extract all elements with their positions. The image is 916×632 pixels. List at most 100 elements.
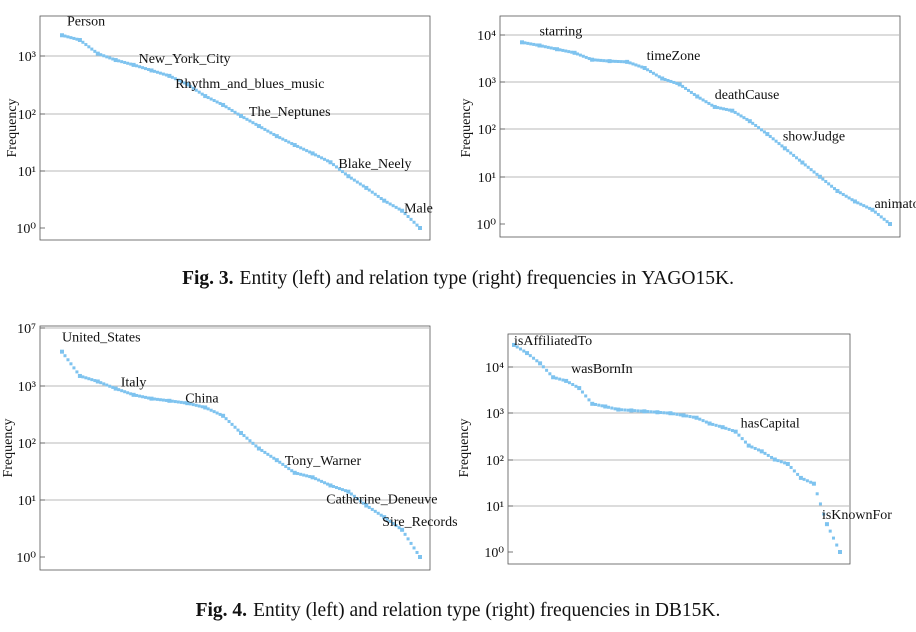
data-point [545,368,549,372]
data-points [512,342,842,554]
gridlines [500,34,900,225]
data-point [651,71,655,75]
data-point [111,57,115,61]
data-point [786,149,790,153]
data-point [522,349,526,353]
data-point [584,55,588,59]
data-point [266,129,270,133]
data-point [272,132,276,136]
data-point [540,44,544,48]
y-tick-label: 10⁷ [17,322,36,337]
data-point [349,176,353,180]
data-point [310,475,315,480]
y-tick-label: 10² [18,437,36,452]
data-point [131,62,136,67]
data-point [710,103,714,107]
data-point [564,49,568,53]
data-point [719,106,723,110]
data-point [685,414,689,418]
data-point [233,110,237,114]
data-point [681,413,686,418]
data-point [194,88,198,92]
data-point [358,182,362,186]
y-tick-label: 10¹ [18,165,36,180]
data-point [394,205,398,209]
data-point [120,389,124,393]
data-point [239,430,243,435]
data-point [323,481,327,485]
data-point [724,426,728,430]
data-point [108,384,112,388]
data-point [529,42,533,46]
data-point [581,54,585,58]
data-point [805,479,809,483]
data-point [320,156,324,160]
data-point [123,60,127,64]
data-point [711,422,715,426]
data-point [256,446,261,451]
y-axis-label: Frequency [457,418,472,477]
y-tick-label: 10² [486,454,504,469]
dataset-name: YAGO15K [641,268,730,289]
figure-3-caption: Fig. 3. Entity (left) and relation type (… [0,268,916,290]
y-tick-labels: 10⁰ 10¹ 10² 10³ 10⁴ [476,29,496,233]
data-point [626,408,630,412]
data-point [218,101,222,105]
data-point [714,423,718,427]
caption-end: . [729,268,734,289]
annotations: United_States Italy China Tony_Warner Cather… [62,331,458,530]
data-point [833,187,837,191]
data-point [364,503,369,508]
data-point [281,462,285,466]
data-point [806,165,810,169]
y-tick-label: 10⁴ [485,361,504,376]
data-point [835,188,840,193]
data-point [525,351,530,356]
data-point [600,404,604,408]
data-point [93,379,97,383]
data-point [323,157,327,161]
data-point [596,58,600,62]
data-point [742,116,746,120]
data-point [785,461,790,466]
figure-label: Fig. 3. [182,268,234,289]
data-point [75,37,79,41]
data-point [242,434,246,438]
data-point [131,392,136,397]
data-point [200,405,204,409]
data-point [209,408,213,412]
data-point [245,117,249,121]
data-point [135,393,139,397]
data-point [753,446,757,450]
data-point [698,417,702,421]
data-point [69,362,73,366]
annotation-label: United_States [62,331,141,346]
data-point [754,123,758,127]
y-tick-label: 10¹ [18,494,36,509]
data-point [666,78,670,82]
data-point [161,398,165,402]
data-point [865,205,869,209]
data-point [535,43,539,47]
data-point [274,458,279,463]
data-point [554,376,558,380]
data-point [305,149,309,153]
data-point [158,71,162,75]
annotation-label: isKnownFor [822,508,892,523]
data-point [388,202,392,206]
data-point [789,151,793,155]
data-point [616,407,621,412]
data-point [772,457,777,462]
annotation-label: Blake_Neely [338,157,411,172]
data-point [230,422,234,426]
data-point [63,354,67,358]
data-point [167,73,172,78]
y-tick-label: 10¹ [486,500,504,515]
data-point [538,361,543,366]
data-point [117,388,121,392]
data-point [519,347,523,351]
data-point [236,112,240,116]
data-point [287,140,291,144]
data-point [824,179,828,183]
chart-db-relation: 10⁰ 10¹ 10² 10³ 10⁴ isAffiliatedTo wasBornIn h… [457,333,892,565]
